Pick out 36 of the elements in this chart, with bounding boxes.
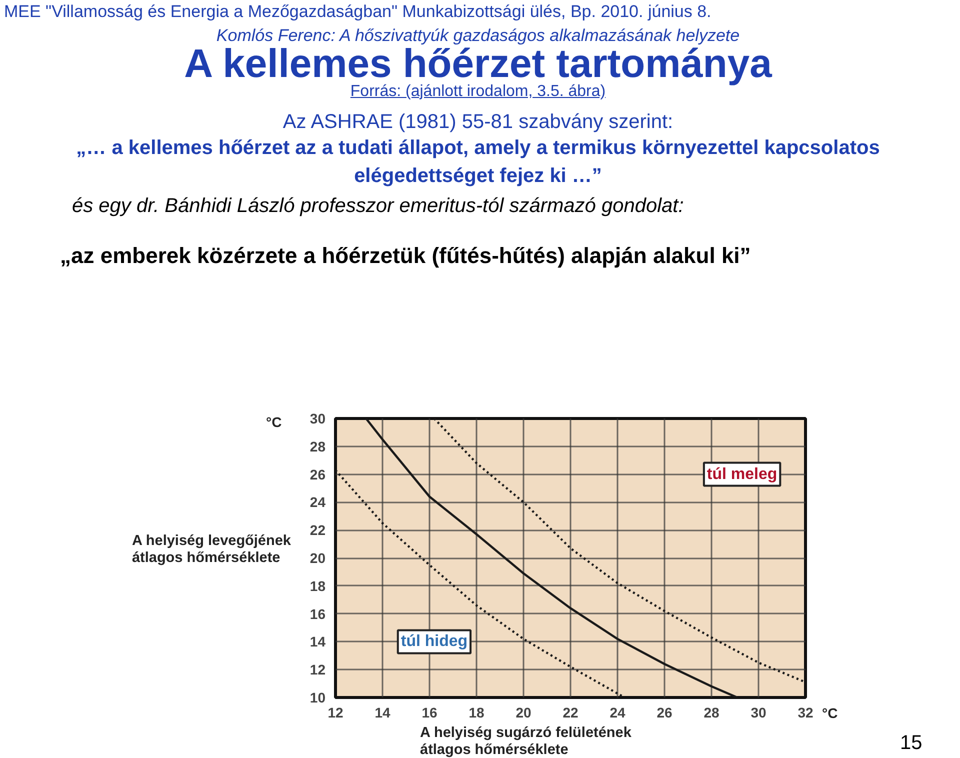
x-tick-label: 18 <box>468 704 484 720</box>
y-tick-label: 10 <box>310 690 326 706</box>
text: Az ASHRAE (1981) 55-81 szabvány szerint: <box>282 110 674 134</box>
y-tick-label: 20 <box>310 550 326 566</box>
text: és egy dr. Bánhidi László professzor emeritus-tól származó gondolat: <box>71 194 685 218</box>
y-tick-label: 18 <box>310 578 326 594</box>
y-tick-label: 30 <box>310 410 326 426</box>
y-tick-label: 28 <box>310 438 326 454</box>
x-axis-title: A helyiség sugárzó felületének átlagos hőmérséklete <box>420 725 632 758</box>
y-tick-label: 24 <box>310 494 326 510</box>
x-tick-label: 30 <box>750 704 766 720</box>
x-tick-label: 26 <box>656 704 672 720</box>
x-tick-label: 20 <box>516 704 532 720</box>
annotation: túl meleg <box>706 466 778 483</box>
text: „az emberek közérzete a hőérzetük (fűtés-hűtés) alapján alakul ki” <box>59 243 752 268</box>
text: Forrás: (ajánlott irodalom, 3.5. ábra) <box>349 83 606 102</box>
x-tick-label: 16 <box>422 704 438 720</box>
y-axis-title: A helyiség levegőjének átlagos hőmérséklete <box>132 533 291 567</box>
x-tick-label: 14 <box>374 704 390 720</box>
y-tick-label: 26 <box>310 466 326 482</box>
text: Komlós Ferenc: A hőszivattyúk gazdaságos alkalmazásának helyzete <box>215 25 741 47</box>
text: „… a kellemes hőérzet az a tudati állapot, amely a termikus környezettel kapcsolatos elégedettséget fejez ki …” <box>75 136 881 189</box>
annotation: túl hideg <box>400 633 468 650</box>
y-tick-label: 14 <box>310 634 326 650</box>
x-tick-label: 24 <box>610 704 626 720</box>
text: 15 <box>900 731 922 756</box>
y-tick-label: 22 <box>310 522 326 538</box>
x-tick-label: 12 <box>328 704 344 720</box>
text: MEE "Villamosság és Energia a Mezőgazdaságban" Munkabizottsági ülés, Bp. 2010. június 8. <box>3 1 712 23</box>
text: °C <box>266 413 282 432</box>
y-tick-label: 16 <box>310 606 326 622</box>
x-tick-label: 22 <box>562 704 578 720</box>
text: °C <box>822 704 838 723</box>
x-tick-label: 32 <box>798 704 814 720</box>
x-tick-label: 28 <box>704 704 720 720</box>
y-tick-label: 12 <box>310 662 326 678</box>
